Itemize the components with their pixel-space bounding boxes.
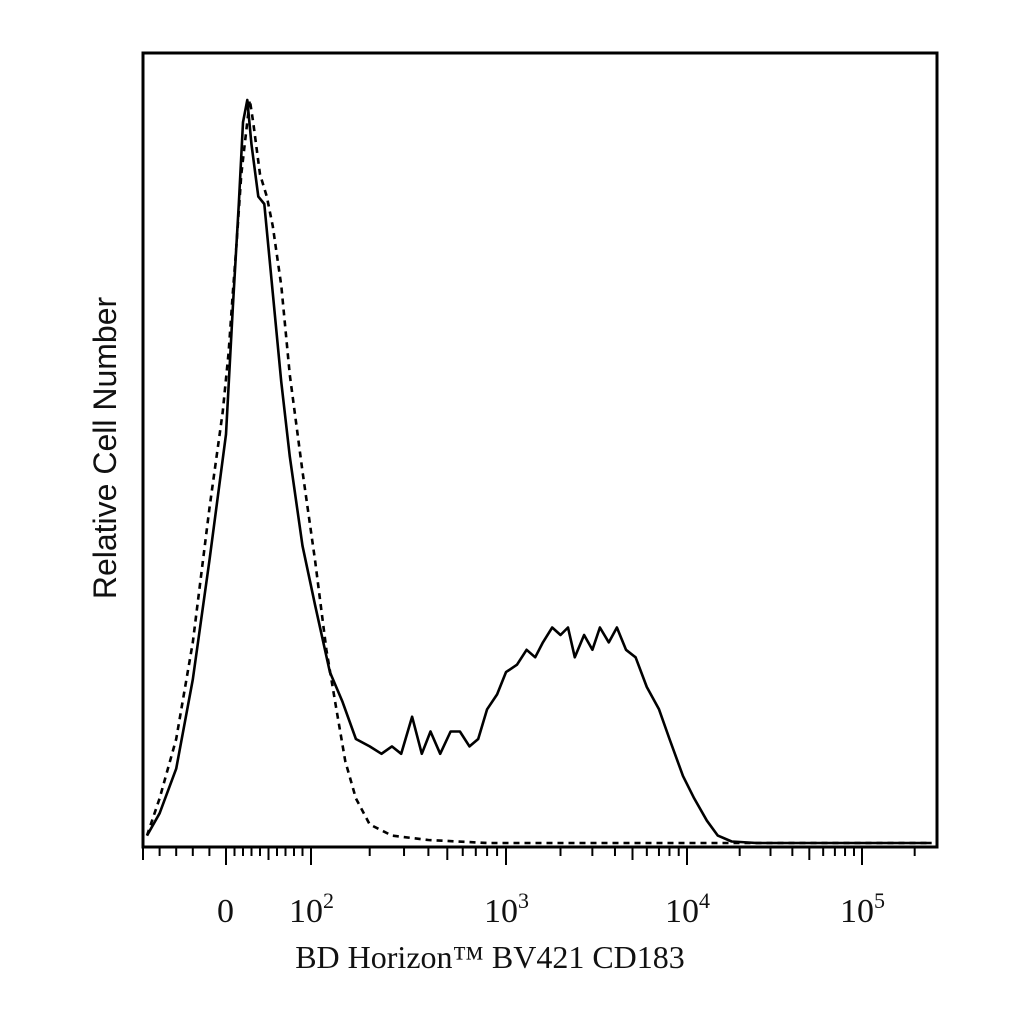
series-layer bbox=[145, 98, 932, 845]
y-axis-label: Relative Cell Number bbox=[87, 296, 123, 599]
x-tick-label: 104 bbox=[665, 888, 710, 930]
x-axis-label: BD Horizon™ BV421 CD183 bbox=[295, 939, 685, 975]
x-tick-label: 102 bbox=[289, 888, 334, 930]
x-tick-label: 103 bbox=[484, 888, 529, 930]
plot-frame bbox=[141, 51, 939, 849]
x-tick-label: 0 bbox=[217, 893, 234, 930]
x-axis: 0 102 103 104 105 bbox=[142, 847, 916, 930]
isotype-control-histogram bbox=[145, 98, 932, 845]
stained-histogram bbox=[145, 98, 932, 845]
x-tick-label: 105 bbox=[840, 888, 885, 930]
